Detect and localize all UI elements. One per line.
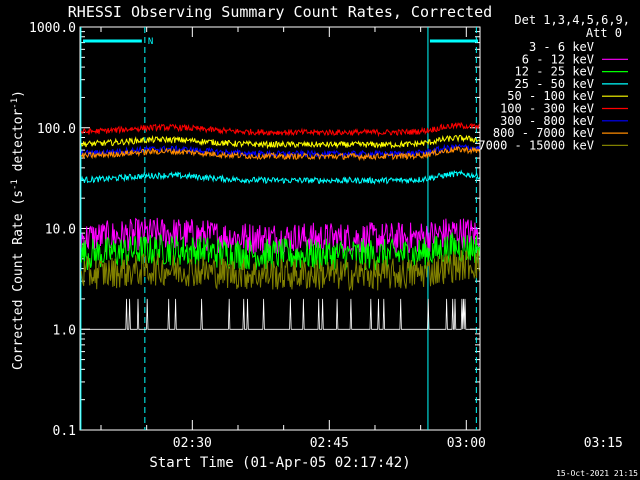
x-tick-label: 02:45 [310, 436, 349, 451]
y-tick-label: 10.0 [45, 223, 76, 238]
x-tick-label: 03:15 [584, 436, 623, 451]
plot-area: 0.1 1.0 10.0 100.0 1000.0 02:30 02:45 03:00 03:1… [29, 21, 623, 451]
y-tick-label: 0.1 [53, 424, 76, 439]
series-line [80, 249, 480, 292]
series-line [80, 121, 480, 138]
x-axis-label: Start Time (01-Apr-05 02:17:42) [149, 455, 410, 471]
series-line [80, 143, 480, 159]
y-axis-label: Corrected Count Rate (s-1 detector-1) [10, 90, 26, 370]
series-line [80, 232, 480, 272]
x-tick-label: 02:30 [173, 436, 212, 451]
legend-label: 300 - 800 keV [500, 114, 594, 128]
series-line [80, 134, 480, 150]
legend-label: 12 - 25 keV [515, 65, 594, 79]
legend-label: 6 - 12 keV [522, 52, 594, 66]
series-line [80, 145, 480, 162]
legend-header-line1: Det 1,3,4,5,6,9, [514, 13, 630, 27]
x-tick-label: 03:00 [447, 436, 486, 451]
legend-label: 7000 - 15000 keV [478, 138, 594, 152]
timestamp: 15-Oct-2021 21:15 [556, 469, 638, 478]
y-tick-label: 1.0 [53, 323, 76, 338]
y-tick-label: 100.0 [37, 122, 76, 137]
y-tick-label: 1000.0 [29, 21, 76, 36]
series-line [81, 298, 480, 330]
legend-label: 100 - 300 keV [500, 102, 594, 116]
legend-header-line2: Att 0 [586, 26, 622, 40]
legend-label: 800 - 7000 keV [493, 126, 594, 140]
night-annotation: N [148, 37, 153, 47]
chart-title: RHESSI Observing Summary Count Rates, Co… [68, 3, 492, 21]
legend-label: 25 - 50 keV [515, 77, 594, 91]
legend-label: 3 - 6 keV [529, 40, 594, 54]
legend-label: 50 - 100 keV [507, 89, 594, 103]
series-line [80, 169, 480, 185]
